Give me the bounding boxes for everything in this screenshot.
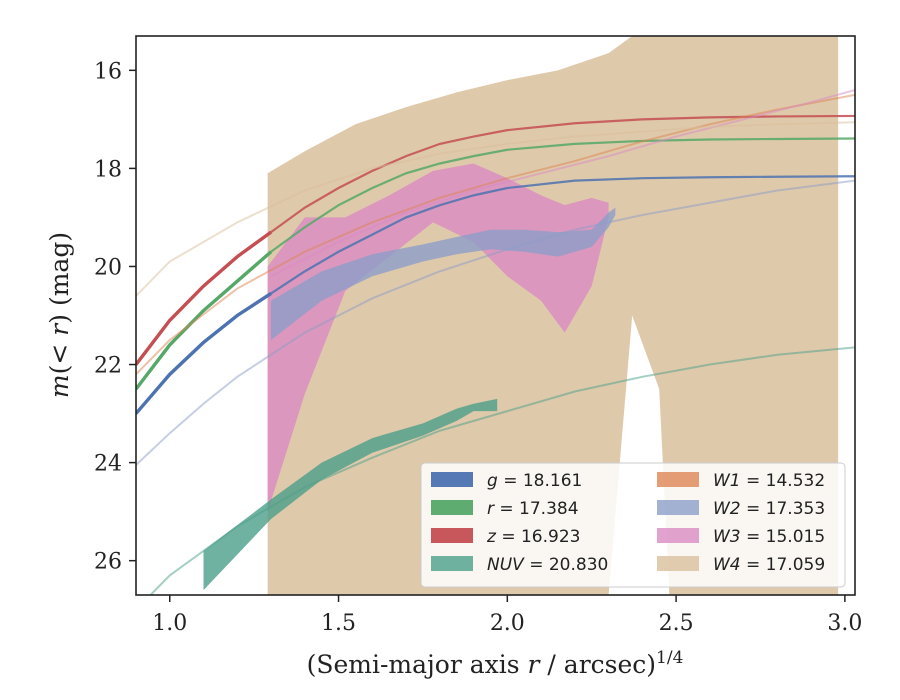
curve-w3 (270, 88, 855, 278)
legend-swatch-nuv (431, 556, 473, 571)
curve-w1 (136, 93, 855, 376)
legend-swatch-w2 (657, 500, 699, 515)
x-label-exponent: 1/4 (656, 648, 683, 668)
y-tick-label: 20 (94, 255, 122, 280)
curve-inner-g (136, 292, 272, 415)
legend-swatch-z (431, 528, 473, 543)
y-label-var: m (45, 374, 74, 398)
legend-label-nuv: NUV = 20.830 (487, 555, 608, 575)
y-tick-label: 24 (94, 452, 122, 477)
legend-swatch-w4 (657, 556, 699, 571)
x-tick-label: 1.5 (321, 611, 356, 636)
x-tick-label: 3.0 (827, 611, 862, 636)
y-tick-label: 22 (94, 354, 122, 379)
x-tick-label: 2.0 (490, 611, 525, 636)
x-axis-ticks: 1.0 1.5 2.0 2.5 3.0 (152, 595, 862, 636)
legend-label-w2: W2 = 17.353 (713, 499, 825, 519)
y-tick-label: 18 (94, 157, 122, 182)
legend-swatch-g (431, 472, 473, 487)
curve-inner-z (136, 230, 273, 366)
legend-swatch-w3 (657, 528, 699, 543)
legend-label-r: r = 17.384 (487, 499, 579, 519)
legend-label-w3: W3 = 15.015 (713, 527, 825, 547)
legend-label-w4: W4 = 17.059 (713, 555, 825, 575)
y-axis-label: m(< r) (mag) (45, 232, 74, 398)
band-w2 (271, 207, 616, 341)
legend-box (420, 462, 846, 588)
curve-w4 (136, 121, 855, 297)
y-label-open: (< (45, 336, 74, 375)
model-curves (136, 88, 855, 595)
curve-nuv (149, 346, 855, 595)
y-tick-label: 26 (94, 550, 122, 575)
legend-swatch-w1 (657, 472, 699, 487)
legend-label-z: z = 16.923 (486, 527, 580, 547)
legend-label-g: g = 18.161 (487, 471, 582, 491)
x-label-var: r (528, 650, 542, 679)
y-label-unit: ) (mag) (45, 232, 74, 324)
x-label-text: (Semi-major axis (307, 650, 528, 679)
y-tick-label: 16 (94, 59, 122, 84)
y-label-r: r (45, 322, 74, 336)
curve-w2 (136, 179, 855, 466)
x-tick-label: 1.0 (152, 611, 187, 636)
plot-frame (135, 35, 856, 596)
legend: g = 18.161 r = 17.384 z = 16.923 NUV = 20.8… (420, 462, 846, 588)
x-tick-label: 2.5 (659, 611, 694, 636)
x-label-unit: / arcsec) (539, 650, 656, 679)
legend-label-w1: W1 = 14.532 (713, 471, 825, 491)
uncertainty-bands (203, 36, 839, 595)
y-axis-ticks: 16 18 20 22 24 26 (94, 59, 136, 575)
curve-inner-r (136, 250, 273, 391)
legend-swatch-r (431, 500, 473, 515)
x-axis-label: (Semi-major axis r / arcsec)1/4 (307, 648, 684, 679)
